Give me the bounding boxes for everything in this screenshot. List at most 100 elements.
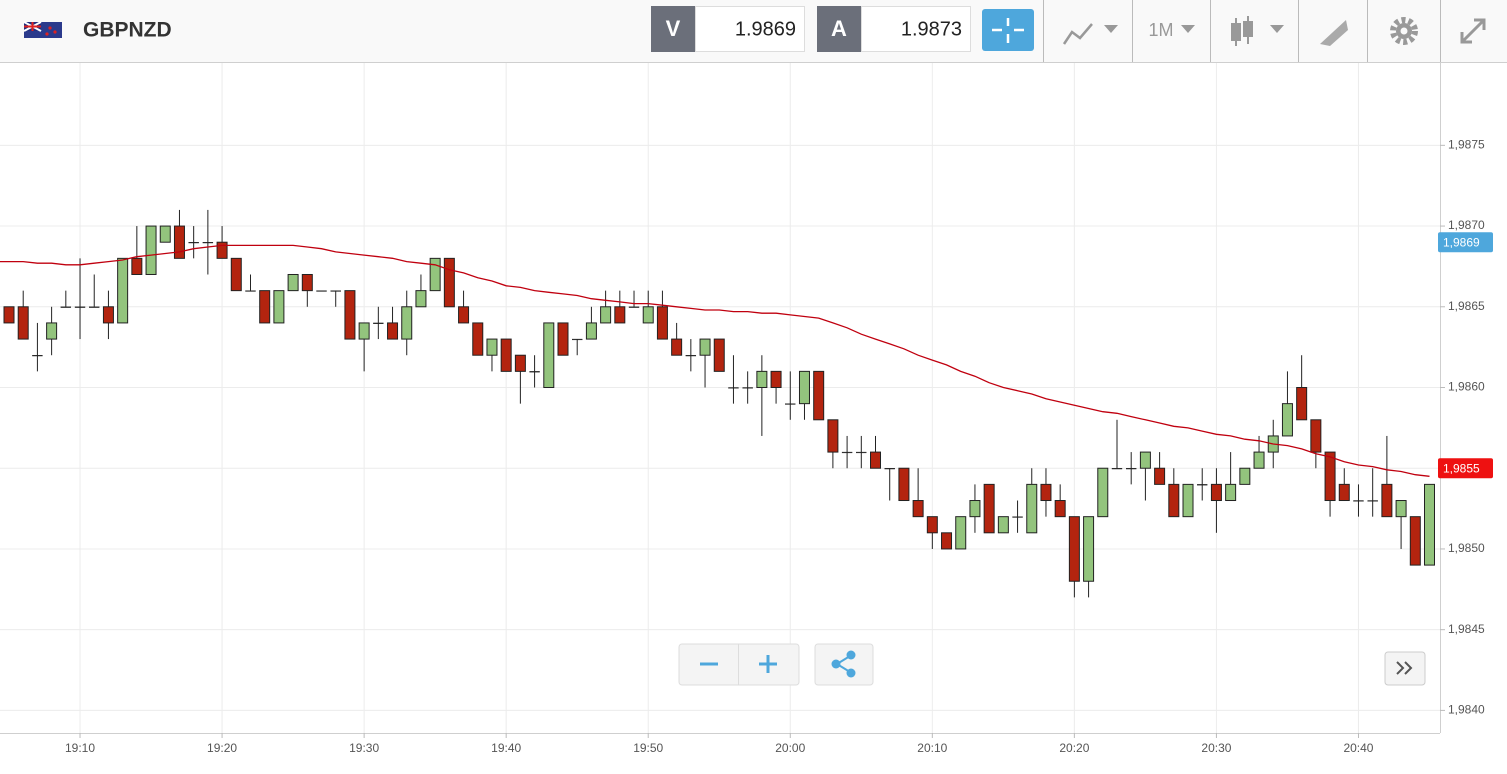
- candle-body: [926, 516, 938, 534]
- candle-body: [145, 225, 157, 275]
- candle-body: [557, 322, 569, 356]
- candle-body: [1296, 387, 1308, 421]
- candle-body: [1225, 483, 1237, 502]
- candle-body: [1210, 483, 1222, 502]
- candle-body: [841, 451, 853, 454]
- candle-body: [159, 225, 171, 243]
- candle-body: [699, 338, 711, 356]
- settings-button[interactable]: [1390, 17, 1418, 45]
- candle-body: [117, 257, 129, 324]
- grid: [0, 63, 1445, 738]
- candle-body: [728, 387, 739, 389]
- x-tick-label: 19:10: [65, 741, 95, 755]
- candle-body: [443, 257, 455, 308]
- scroll-right[interactable]: [1384, 651, 1426, 686]
- candle-body: [1154, 467, 1166, 485]
- candle-body: [856, 451, 867, 454]
- candle-body: [628, 306, 640, 308]
- candle-body: [813, 370, 825, 421]
- x-tick-label: 19:30: [349, 741, 379, 755]
- candle-body: [1367, 500, 1378, 502]
- x-tick-label: 19:40: [491, 741, 521, 755]
- candle-body: [742, 387, 753, 389]
- ask-button[interactable]: [817, 6, 861, 52]
- candle-body: [884, 468, 895, 470]
- timeframe-arrow: [1181, 25, 1195, 33]
- candle-body: [32, 355, 43, 357]
- candle-body: [898, 467, 910, 502]
- zoom-in[interactable]: [759, 655, 777, 673]
- candle-body: [1111, 468, 1123, 470]
- candle-body: [1239, 467, 1251, 485]
- y-tick-label: 1,9865: [1448, 299, 1485, 313]
- y-tick-label: 1,9870: [1448, 218, 1485, 232]
- candle-body: [997, 516, 1009, 534]
- candle-body: [1310, 419, 1322, 453]
- candle-body: [1012, 516, 1023, 518]
- candle-body: [614, 306, 626, 324]
- candle-body: [827, 419, 839, 453]
- candle-body: [785, 403, 796, 405]
- candle-body: [685, 355, 697, 357]
- candle-body: [316, 290, 327, 292]
- candle-body: [1395, 500, 1407, 518]
- draw-button[interactable]: [1320, 20, 1348, 46]
- bid-price: 1.9869: [735, 18, 796, 40]
- candle-body: [713, 338, 725, 372]
- candle-body: [529, 371, 540, 373]
- candle-body: [89, 306, 100, 308]
- candle-body: [429, 257, 441, 292]
- candle-body: [1068, 516, 1080, 582]
- candle-body: [344, 290, 356, 340]
- moving-average: [0, 244, 1430, 477]
- price-badge: [1438, 458, 1493, 479]
- candle-body: [1353, 500, 1364, 502]
- candle-body: [870, 451, 882, 469]
- candle-body: [287, 273, 299, 292]
- candle-body: [60, 306, 72, 308]
- candle-body: [585, 322, 597, 340]
- x-tick-label: 20:00: [775, 741, 805, 755]
- candle-body: [969, 500, 981, 518]
- fullscreen-button[interactable]: [1460, 18, 1486, 44]
- candle-body: [1381, 483, 1393, 518]
- price-badge: [1438, 232, 1493, 253]
- flag: [23, 21, 62, 38]
- candle-body: [1324, 451, 1336, 502]
- y-tick-label: 1,9860: [1448, 380, 1485, 394]
- candle-body: [1338, 483, 1350, 502]
- candle-body: [1168, 483, 1180, 518]
- bid-button[interactable]: [651, 6, 695, 52]
- candle-body: [216, 241, 228, 259]
- price-badge-label: 1,9855: [1443, 461, 1480, 475]
- crosshair-button[interactable]: [982, 9, 1034, 51]
- timeframe[interactable]: 1M: [1148, 20, 1173, 40]
- candle-body: [1281, 403, 1293, 437]
- candle-body: [572, 338, 583, 341]
- candle-body: [358, 322, 370, 340]
- candle-body: [1182, 483, 1194, 518]
- x-tick-label: 20:30: [1201, 741, 1231, 755]
- candle-body: [330, 290, 341, 292]
- y-tick-label: 1,9875: [1448, 138, 1485, 152]
- price-badge-label: 1,9869: [1443, 235, 1480, 249]
- candle-body: [301, 273, 313, 292]
- candle-body: [173, 225, 185, 259]
- candle-body: [273, 290, 285, 324]
- candle-body: [415, 290, 427, 308]
- indicator-button[interactable]: [1062, 23, 1118, 45]
- candle-body: [1026, 483, 1038, 534]
- chart-type-button[interactable]: [1231, 16, 1284, 46]
- candle-body: [458, 306, 470, 324]
- ask-box: [861, 6, 971, 52]
- candle-body: [1125, 468, 1137, 470]
- candle-body: [656, 306, 668, 340]
- candle-body: [642, 306, 654, 324]
- share-button[interactable]: [814, 643, 874, 686]
- candle-body: [1253, 451, 1265, 469]
- candle-body: [245, 290, 256, 292]
- candle-body: [188, 242, 199, 244]
- candle-body: [472, 322, 484, 356]
